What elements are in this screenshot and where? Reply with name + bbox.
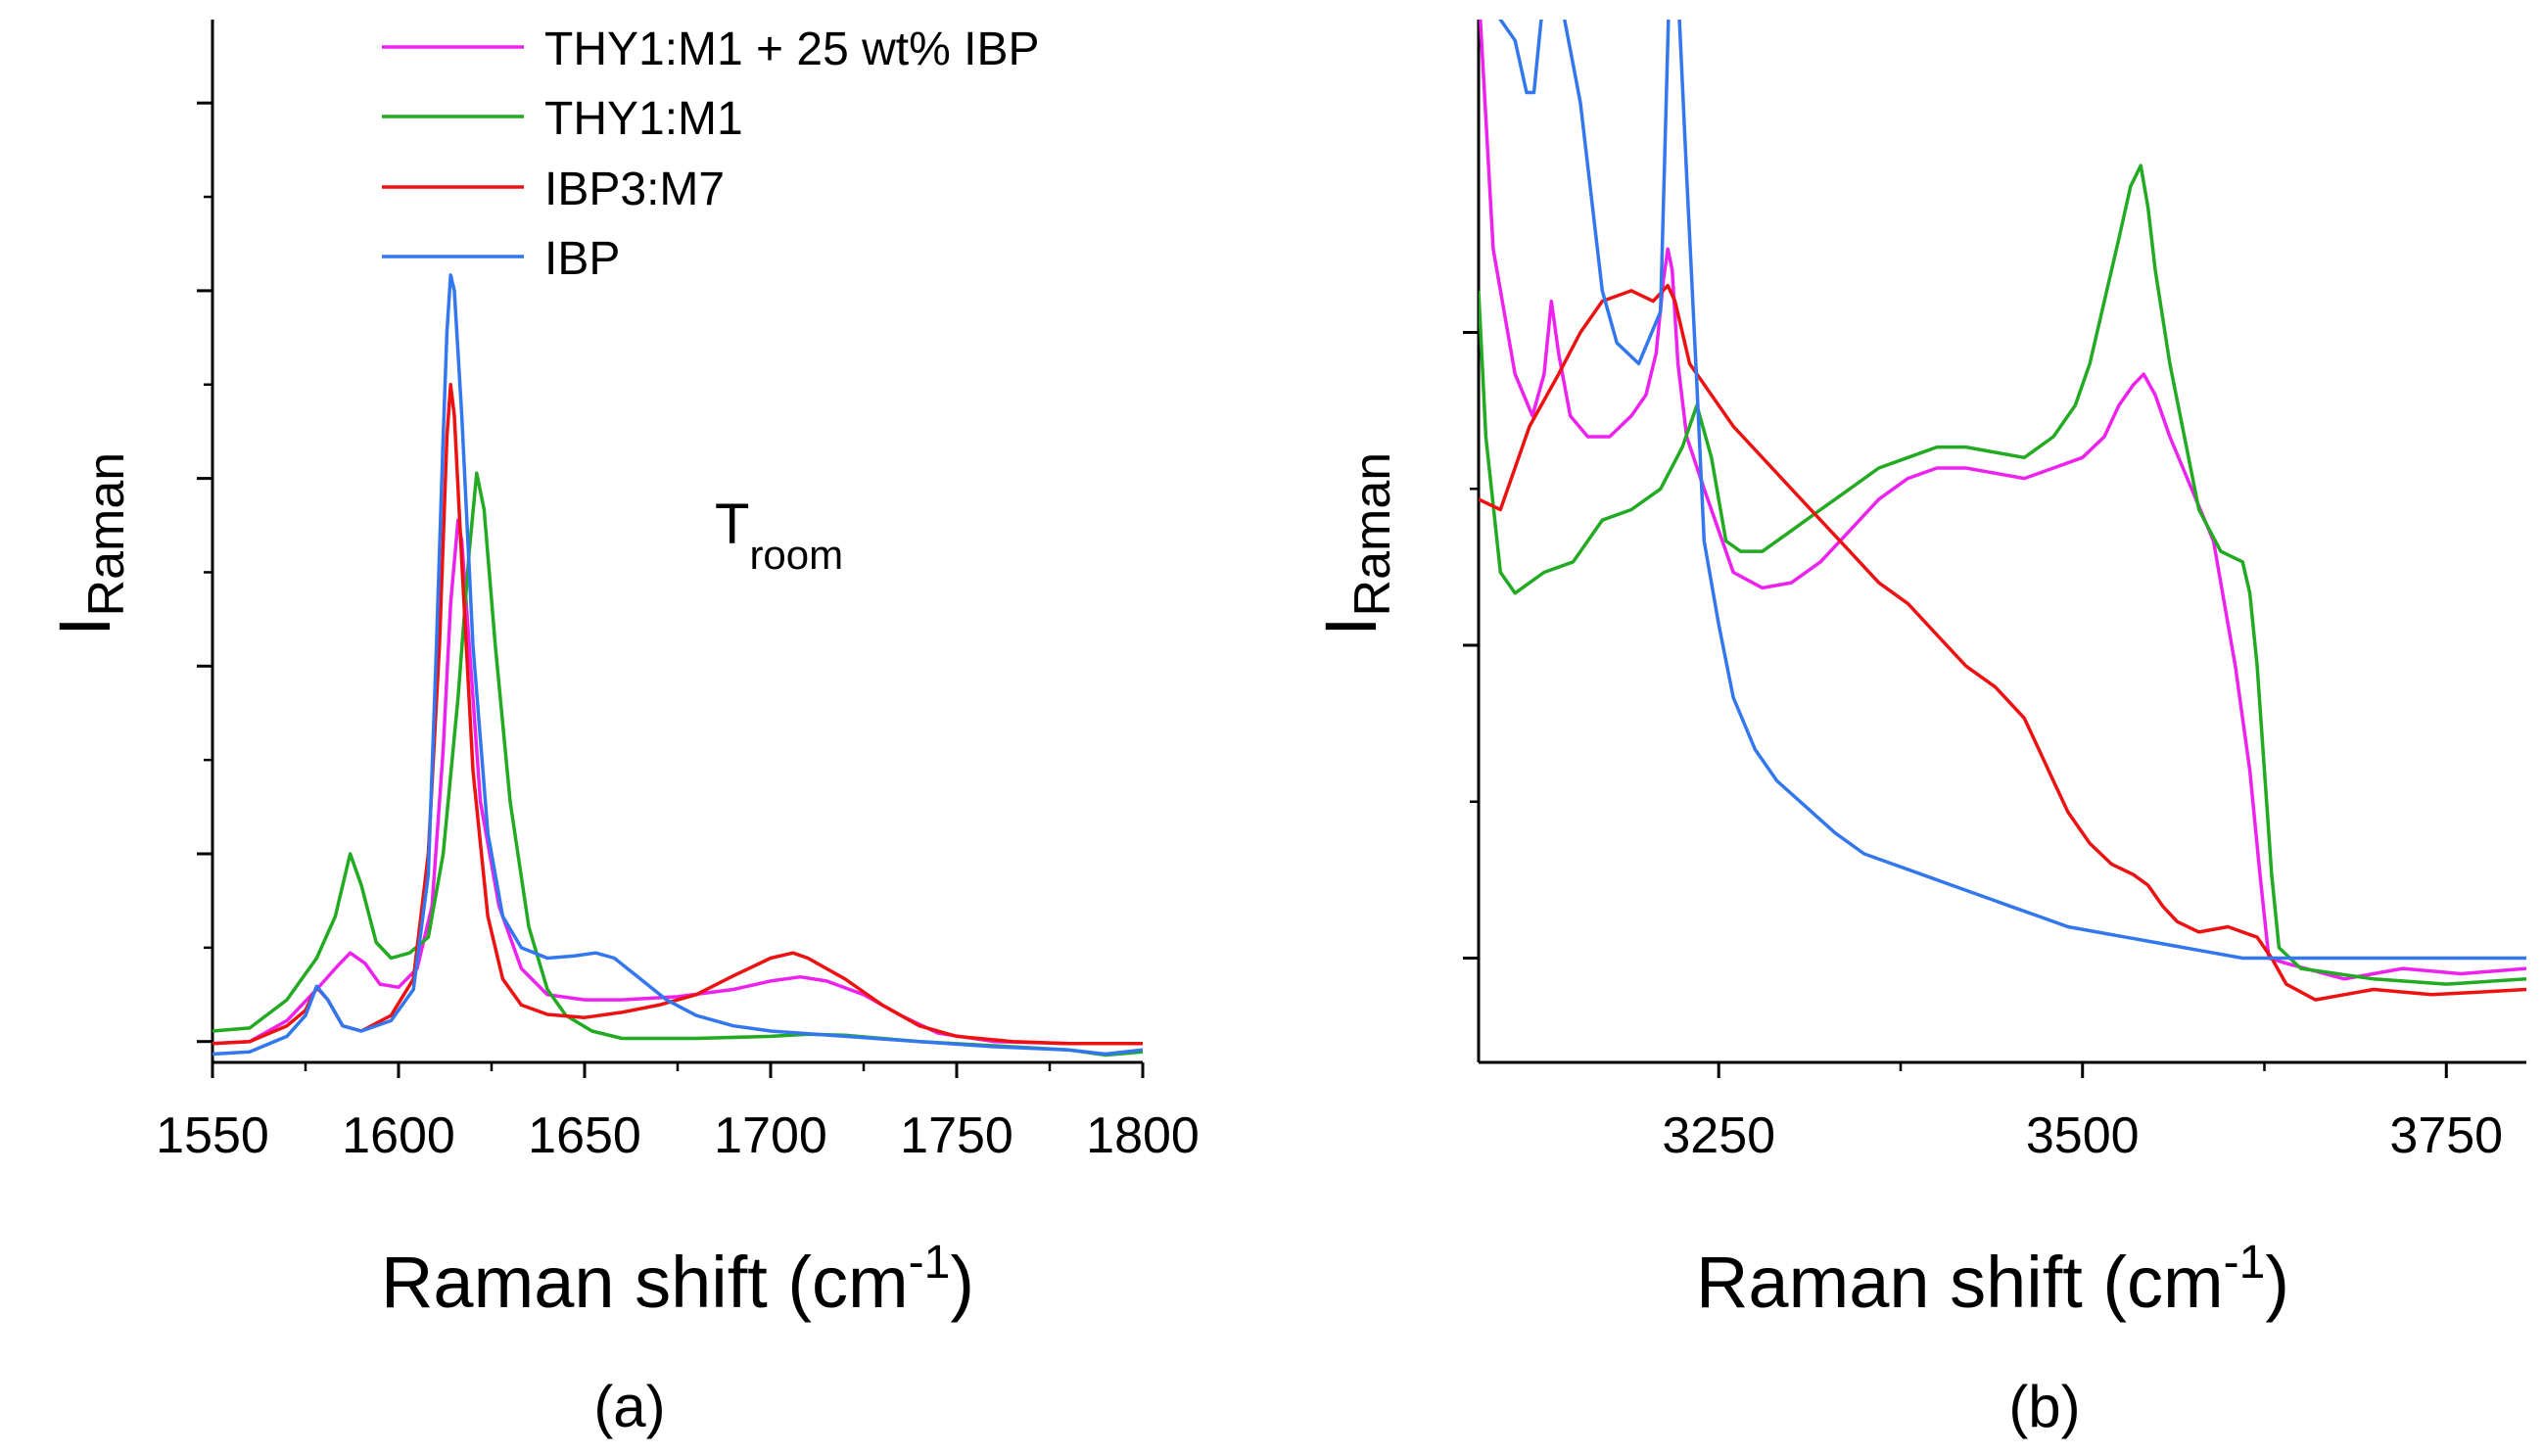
ylabel-main: I <box>44 616 125 636</box>
xlabel-close: ) <box>950 1242 974 1323</box>
series-line-thy1-m1 <box>212 471 1143 1057</box>
panel-b-x-ticks: 3250 3500 3750 <box>1662 1062 2503 1164</box>
legend-label-thy1-m1-ibp: THY1:M1 + 25 wt% IBP <box>544 23 1040 75</box>
xlabel-sup: -1 <box>909 1237 951 1289</box>
legend-label-ibp3-m7: IBP3:M7 <box>544 164 725 215</box>
series-line-ibp <box>1498 20 2526 961</box>
panel-b-ylabel: IRaman <box>1310 452 1401 636</box>
x-tick-label: 3250 <box>1662 1107 1775 1164</box>
xlabel-main: Raman shift (cm <box>1696 1242 2224 1323</box>
panel-b: 3250 3500 3750 IRaman Raman shift (cm-1) (… <box>1310 20 2526 1439</box>
panel-a-ylabel: IRaman <box>44 452 135 636</box>
ylabel-sub: Raman <box>1344 452 1401 617</box>
x-tick-label: 3500 <box>2026 1107 2140 1164</box>
panel-a-y-ticks <box>197 101 212 1044</box>
ylabel-main: I <box>1310 616 1391 636</box>
x-tick-label: 1550 <box>156 1107 269 1164</box>
panel-a-label: (a) <box>593 1374 665 1439</box>
panel-a-xlabel: Raman shift (cm-1) <box>381 1237 974 1323</box>
panel-a-legend: THY1:M1 + 25 wt% IBP THY1:M1 IBP3:M7 IBP <box>382 23 1040 285</box>
series-line-ibp3-m7 <box>1479 283 2526 1002</box>
series-line-ibp3-m7 <box>212 383 1143 1046</box>
panel-b-y-ticks <box>1463 331 1479 960</box>
series-line-ibp <box>212 273 1143 1057</box>
panel-a-x-ticks: 1550 1600 1650 1700 1750 1800 <box>156 1062 1200 1164</box>
x-tick-label: 3750 <box>2389 1107 2503 1164</box>
series-line-thy1-m1 <box>1479 164 2526 986</box>
x-tick-label: 1600 <box>342 1107 455 1164</box>
annotation-main: T <box>715 493 749 556</box>
panel-b-label: (b) <box>2008 1374 2080 1439</box>
xlabel-close: ) <box>2265 1242 2289 1323</box>
panel-b-series <box>1479 20 2526 1002</box>
annotation-sub: room <box>749 532 843 578</box>
series-line-thy1-m1-25-wt-ibp <box>212 518 1143 1046</box>
xlabel-sup: -1 <box>2224 1237 2266 1289</box>
series-line-thy1-m1-25-wt-ibp <box>1479 20 2526 981</box>
x-tick-label: 1700 <box>714 1107 827 1164</box>
panel-a-annotation: Troom <box>715 493 843 578</box>
x-tick-label: 1750 <box>900 1107 1013 1164</box>
legend-label-thy1-m1: THY1:M1 <box>544 93 743 145</box>
panel-b-xlabel: Raman shift (cm-1) <box>1696 1237 2289 1323</box>
ylabel-sub: Raman <box>78 452 135 617</box>
legend-label-ibp: IBP <box>544 233 620 285</box>
x-tick-label: 1650 <box>528 1107 641 1164</box>
panel-a-series <box>212 273 1143 1057</box>
xlabel-main: Raman shift (cm <box>381 1242 909 1323</box>
panel-a: 1550 1600 1650 1700 1750 1800 THY1:M1 + 25 wt… <box>44 20 1200 1439</box>
x-tick-label: 1800 <box>1086 1107 1200 1164</box>
